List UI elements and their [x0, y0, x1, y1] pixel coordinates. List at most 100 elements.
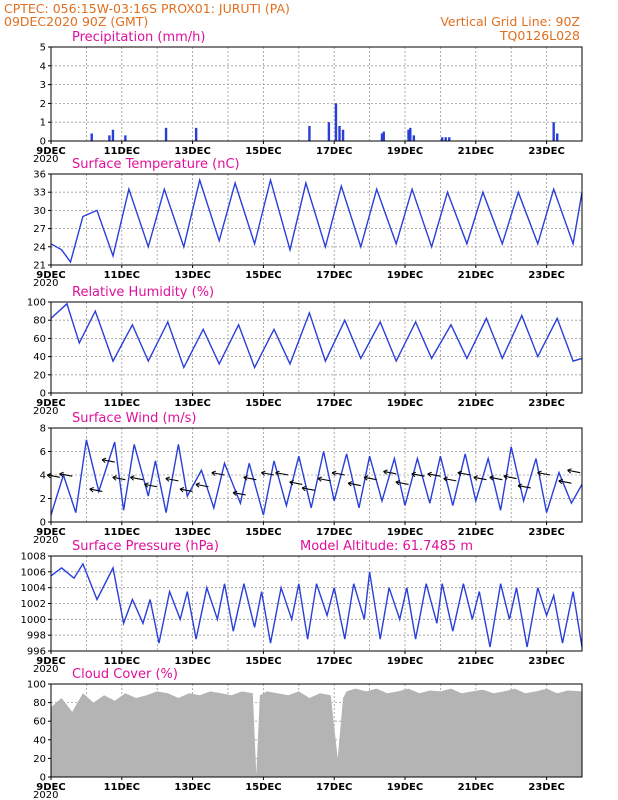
precip-bar — [164, 127, 168, 141]
wind-arrow-head — [112, 475, 117, 481]
precip-bar — [308, 125, 311, 141]
wind-arrow-head — [489, 475, 494, 481]
y-tick-label: 1000 — [21, 615, 46, 626]
x-tick-label: 17DEC — [316, 398, 352, 409]
x-year-label: 2020 — [33, 154, 58, 165]
wind-arrow — [517, 484, 531, 489]
wind-arrow — [144, 483, 158, 488]
x-tick-label: 15DEC — [245, 527, 281, 538]
y-tick-label: 1008 — [21, 552, 46, 563]
x-tick-label: 23DEC — [528, 527, 564, 538]
y-tick-label: 20 — [33, 370, 46, 381]
x-tick-label: 13DEC — [174, 270, 210, 281]
precip-bar — [440, 137, 444, 141]
x-tick-label: 15DEC — [245, 146, 281, 157]
precip-bar — [124, 135, 127, 141]
panel-temp: 21 24 27 30 33 36 9DEC 11DEC 13DEC 15DEC 17DEC 19DE… — [33, 157, 583, 289]
wind-arrow — [89, 488, 103, 492]
y-tick-label: 24 — [33, 242, 46, 253]
panel-frame — [50, 301, 583, 394]
y-tick-label: 40 — [33, 352, 46, 363]
y-tick-label: 20 — [33, 754, 46, 765]
x-tick-label: 11DEC — [104, 146, 140, 157]
y-tick-label: 36 — [33, 170, 46, 181]
x-tick-label: 9DEC — [36, 146, 65, 157]
wind-arrow-head — [537, 470, 542, 476]
x-tick-label: 23DEC — [528, 146, 564, 157]
y-tick-label: 996 — [27, 647, 46, 658]
y-tick-label: 1004 — [21, 583, 46, 594]
wind-arrow — [363, 476, 377, 481]
precip-bar — [341, 129, 345, 141]
y-tick-label: 60 — [33, 717, 46, 728]
panel-title: Relative Humidity (%) — [72, 285, 214, 300]
wind-arrow — [165, 477, 179, 482]
wind-arrow-head — [130, 475, 135, 481]
wind-arrow — [443, 477, 457, 482]
wind-arrow-head — [517, 483, 523, 489]
wind-arrow — [195, 483, 209, 488]
wind-arrow — [427, 473, 441, 477]
wind-arrow — [232, 492, 246, 496]
y-tick-label: 4 — [40, 61, 46, 72]
x-tick-label: 11DEC — [104, 656, 140, 667]
x-tick-label: 9DEC — [36, 782, 65, 793]
precip-bar — [111, 129, 115, 141]
y-tick-label: 30 — [33, 206, 46, 217]
wind-arrow-head — [473, 475, 478, 481]
wind-arrow-head — [503, 474, 509, 480]
x-tick-label: 17DEC — [316, 782, 352, 793]
x-tick-label: 19DEC — [387, 656, 423, 667]
x-tick-label: 21DEC — [458, 146, 494, 157]
y-tick-label: 80 — [33, 698, 46, 709]
wind-arrow — [59, 473, 73, 477]
x-year-label: 2020 — [33, 664, 58, 675]
panel-title: Surface Pressure (hPa) — [72, 539, 219, 554]
panel-title: Precipitation (mm/h) — [72, 30, 205, 45]
wind-arrow — [317, 477, 331, 482]
wind-arrow-head — [317, 476, 323, 482]
panel-title: Surface Temperature (nC) — [72, 157, 240, 172]
precip-bar — [194, 127, 198, 141]
wind-arrow-head — [457, 470, 463, 476]
precip-bar — [380, 133, 384, 141]
x-tick-label: 23DEC — [528, 270, 564, 281]
x-tick-label: 13DEC — [174, 398, 210, 409]
series-line-temp — [50, 177, 583, 264]
wind-arrow — [130, 476, 144, 481]
x-tick-label: 13DEC — [174, 146, 210, 157]
y-tick-label: 0 — [40, 773, 46, 784]
y-tick-label: 8 — [40, 424, 46, 435]
x-tick-label: 9DEC — [36, 398, 65, 409]
wind-arrow-head — [261, 470, 266, 476]
panel-title: Surface Wind (m/s) — [72, 411, 196, 426]
wind-arrow — [411, 473, 425, 477]
header-model: TQ0126L028 — [499, 28, 580, 43]
wind-arrow — [261, 472, 275, 476]
y-tick-label: 0 — [40, 518, 46, 529]
header-location: CPTEC: 056:15W-03:16S PROX01: JURUTI (PA… — [4, 1, 290, 16]
wind-arrow-head — [165, 476, 171, 482]
wind-arrow-head — [411, 471, 417, 478]
x-tick-label: 9DEC — [36, 270, 65, 281]
precip-bar — [556, 133, 559, 141]
y-tick-label: 6 — [40, 447, 46, 458]
wind-arrow — [332, 472, 345, 476]
x-tick-label: 19DEC — [387, 398, 423, 409]
panels: 0 1 2 3 4 5 9DEC 11DEC 13DEC 15DEC 17DEC 19DEC 21DEC… — [21, 30, 583, 800]
precip-bar — [382, 131, 385, 141]
wind-arrow — [558, 480, 572, 484]
wind-arrow-head — [211, 470, 217, 476]
wind-arrow-head — [144, 482, 149, 488]
wind-arrow-head — [347, 481, 353, 487]
wind-arrow-head — [179, 487, 185, 493]
panel-precip: 0 1 2 3 4 5 9DEC 11DEC 13DEC 15DEC 17DEC 19DEC 21DEC… — [33, 30, 583, 165]
x-tick-label: 15DEC — [245, 782, 281, 793]
precip-bar — [327, 122, 331, 141]
wind-arrow-head — [363, 475, 369, 481]
wind-arrow-head — [395, 479, 401, 486]
x-tick-label: 19DEC — [387, 270, 423, 281]
wind-arrow-head — [59, 471, 64, 478]
y-tick-label: 3 — [40, 80, 46, 91]
